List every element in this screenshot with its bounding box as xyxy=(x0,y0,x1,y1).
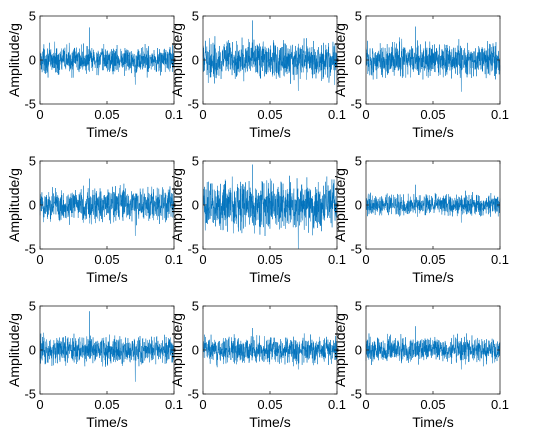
x-tick-label: 0.05 xyxy=(257,397,282,412)
y-tick-label: 0 xyxy=(29,198,36,213)
x-tick-label: 0.05 xyxy=(94,397,119,412)
y-axis-label: Amplitude/g xyxy=(169,168,185,242)
y-tick-label: 0 xyxy=(355,343,362,358)
signal-line xyxy=(365,184,501,223)
y-tick-label: 5 xyxy=(29,299,36,314)
y-axis-label: Amplitude/g xyxy=(6,23,22,97)
x-tick-label: 0.1 xyxy=(328,397,346,412)
x-axis-label: Time/s xyxy=(412,414,453,430)
x-tick-label: 0.05 xyxy=(94,252,119,267)
x-tick-label: 0.1 xyxy=(165,252,183,267)
y-tick-label: -5 xyxy=(24,242,36,257)
y-axis-label: Amplitude/g xyxy=(332,168,348,242)
x-tick-label: 0.05 xyxy=(94,107,119,122)
y-axis-label: Amplitude/g xyxy=(6,313,22,387)
x-axis-label: Time/s xyxy=(86,124,127,140)
x-tick-label: 0 xyxy=(36,397,43,412)
y-tick-label: 5 xyxy=(192,154,199,169)
y-axis-label: Amplitude/g xyxy=(6,168,22,242)
y-tick-label: 0 xyxy=(29,343,36,358)
y-tick-label: 0 xyxy=(29,53,36,68)
y-tick-label: 5 xyxy=(192,9,199,24)
y-tick-label: 0 xyxy=(192,343,199,358)
signal-line xyxy=(202,327,338,370)
x-tick-label: 0.1 xyxy=(165,107,183,122)
y-tick-label: 5 xyxy=(192,299,199,314)
y-tick-label: 0 xyxy=(192,198,199,213)
y-tick-label: 5 xyxy=(355,154,362,169)
x-axis-label: Time/s xyxy=(249,124,290,140)
y-tick-label: -5 xyxy=(350,97,362,112)
y-axis-label: Amplitude/g xyxy=(332,23,348,97)
signal-line xyxy=(202,20,338,91)
y-axis-label: Amplitude/g xyxy=(169,23,185,97)
x-tick-label: 0 xyxy=(36,107,43,122)
x-tick-label: 0 xyxy=(362,107,369,122)
y-tick-label: -5 xyxy=(187,387,199,402)
x-tick-label: 0.1 xyxy=(328,252,346,267)
x-axis-label: Time/s xyxy=(249,414,290,430)
x-axis-label: Time/s xyxy=(249,269,290,285)
signal-line xyxy=(365,26,501,92)
x-axis-label: Time/s xyxy=(86,269,127,285)
y-tick-label: -5 xyxy=(24,387,36,402)
y-tick-label: 0 xyxy=(192,53,199,68)
y-tick-label: -5 xyxy=(24,97,36,112)
x-tick-label: 0 xyxy=(36,252,43,267)
x-tick-label: 0.05 xyxy=(420,107,445,122)
x-tick-label: 0.05 xyxy=(257,107,282,122)
x-tick-label: 0.1 xyxy=(491,397,509,412)
x-tick-label: 0 xyxy=(362,397,369,412)
y-tick-label: 0 xyxy=(355,53,362,68)
x-tick-label: 0 xyxy=(362,252,369,267)
y-tick-label: 5 xyxy=(355,299,362,314)
y-tick-label: -5 xyxy=(350,242,362,257)
y-axis-label: Amplitude/g xyxy=(332,313,348,387)
y-tick-label: 5 xyxy=(29,154,36,169)
x-tick-label: 0 xyxy=(199,252,206,267)
x-tick-label: 0 xyxy=(199,397,206,412)
signal-line xyxy=(365,326,501,370)
signal-line xyxy=(39,27,175,85)
y-tick-label: 5 xyxy=(355,9,362,24)
x-tick-label: 0.1 xyxy=(491,252,509,267)
y-tick-label: 5 xyxy=(29,9,36,24)
x-tick-label: 0.1 xyxy=(165,397,183,412)
x-axis-label: Time/s xyxy=(86,414,127,430)
x-tick-label: 0.05 xyxy=(257,252,282,267)
signal-line xyxy=(39,311,175,382)
x-axis-label: Time/s xyxy=(412,124,453,140)
y-axis-label: Amplitude/g xyxy=(169,313,185,387)
x-tick-label: 0 xyxy=(199,107,206,122)
x-tick-label: 0.05 xyxy=(420,252,445,267)
y-tick-label: -5 xyxy=(187,97,199,112)
y-tick-label: 0 xyxy=(355,198,362,213)
y-tick-label: -5 xyxy=(350,387,362,402)
signal-line xyxy=(202,164,338,250)
x-tick-label: 0.1 xyxy=(491,107,509,122)
signal-line xyxy=(39,178,175,236)
x-tick-label: 0.05 xyxy=(420,397,445,412)
x-tick-label: 0.1 xyxy=(328,107,346,122)
y-tick-label: -5 xyxy=(187,242,199,257)
x-axis-label: Time/s xyxy=(412,269,453,285)
